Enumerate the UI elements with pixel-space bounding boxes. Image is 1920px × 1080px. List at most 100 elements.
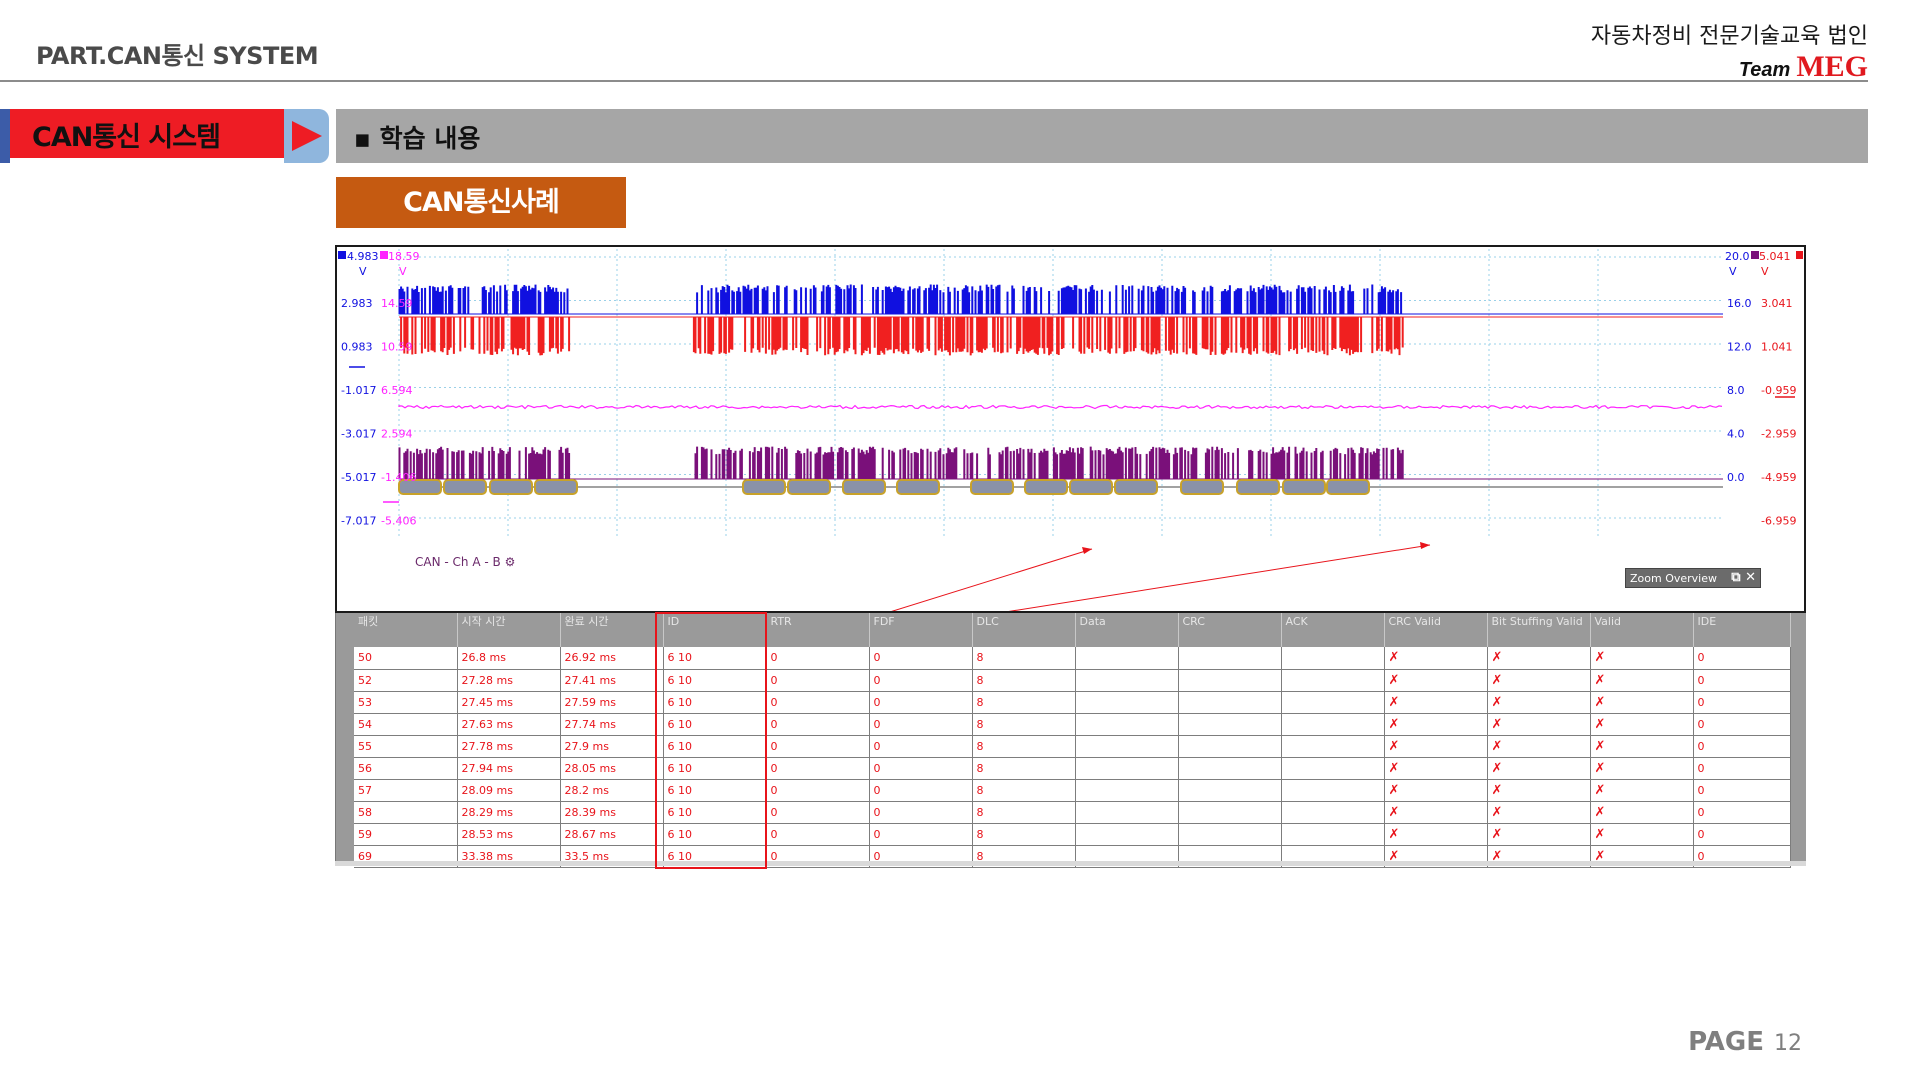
right-axis-b-top: 5.041 [1759,250,1791,263]
table-header-row: 패킷 시작 시간 완료 시간 ID RTR FDF DLC Data CRC ACK CRC Val… [354,613,1791,647]
table-cell: 27.28 ms [457,669,561,692]
column-header[interactable]: FDF [869,613,973,647]
decoded-frame [1236,479,1280,495]
zoom-overview-panel[interactable]: Zoom Overview ⧉ ✕ [1625,568,1761,588]
table-cell [1075,691,1179,714]
oscilloscope-view[interactable]: 4.983 18.59 V V 20.0 5.041 V V 2.983 0.98… [335,245,1806,613]
table-cell: ✗ [1590,647,1694,670]
page-indicator: PAGE 12 [1688,1027,1802,1057]
table-cell [1075,647,1179,670]
table-cell: 0 [1693,669,1791,692]
left-axis-a-tick: -5.017 [341,471,376,484]
table-cell: 6 10 [663,823,767,846]
column-header[interactable]: 완료 시간 [560,613,664,647]
table-scrollbar[interactable] [335,861,1806,866]
part-title: PART.CAN통신 SYSTEM [36,42,319,70]
section-arrow [284,109,329,163]
settings-gear-icon[interactable]: ⚙ [504,555,516,569]
table-cell: ✗ [1487,735,1591,758]
zoom-overview-close-icon[interactable]: ⧉ ✕ [1731,570,1756,585]
packet-table-panel[interactable]: 패킷 시작 시간 완료 시간 ID RTR FDF DLC Data CRC ACK CRC Val… [335,613,1806,868]
table-cell: 26.8 ms [457,647,561,670]
right-axis-b-tick: 1.041 [1761,341,1793,354]
column-header[interactable]: CRC Valid [1384,613,1488,647]
case-subtitle: CAN통신사례 [336,177,626,228]
column-header[interactable]: IDE [1693,613,1791,647]
table-cell [1075,801,1179,824]
table-cell: 8 [972,669,1076,692]
page-number: 12 [1774,1031,1802,1056]
table-cell: 6 10 [663,735,767,758]
column-header[interactable]: 패킷 [354,613,458,647]
table-row[interactable]: 52 27.28 ms 27.41 ms 6 10 0 0 8 ✗ ✗ ✗ 0 [354,669,1791,692]
decoded-frame [398,479,442,495]
decoded-frame [1069,479,1113,495]
decoded-frame [1180,479,1224,495]
table-cell: 6 10 [663,691,767,714]
right-unit-a: V [1729,265,1737,278]
team-logo: Team MEG [1739,50,1868,84]
left-axis-a-top: 4.983 [347,250,379,263]
decoded-frame [534,479,578,495]
column-header[interactable]: 시작 시간 [457,613,561,647]
table-cell: 8 [972,779,1076,802]
column-header[interactable]: Bit Stuffing Valid [1487,613,1591,647]
table-cell [1075,823,1179,846]
table-cell: 26.92 ms [560,647,664,670]
decoded-frame [970,479,1014,495]
section-title: CAN통신 시스템 [10,109,284,158]
table-cell: 8 [972,735,1076,758]
table-cell: 0 [869,669,973,692]
channel-b-marker [380,251,388,259]
table-row[interactable]: 58 28.29 ms 28.39 ms 6 10 0 0 8 ✗ ✗ ✗ 0 [354,801,1791,824]
table-cell: ✗ [1487,691,1591,714]
table-cell: 27.59 ms [560,691,664,714]
left-axis-a-tick: 0.983 [341,341,373,354]
table-cell: 0 [766,757,870,780]
table-row[interactable]: 55 27.78 ms 27.9 ms 6 10 0 0 8 ✗ ✗ ✗ 0 [354,735,1791,758]
table-cell: ✗ [1590,713,1694,736]
table-cell: 8 [972,801,1076,824]
table-cell [1178,669,1282,692]
topic-title: ▪ 학습 내용 [354,124,481,153]
table-cell: 27.74 ms [560,713,664,736]
can-high-waveform [398,284,1723,315]
table-cell: 0 [869,647,973,670]
can-low-waveform [399,316,1723,356]
table-cell: 0 [869,801,973,824]
table-row[interactable]: 57 28.09 ms 28.2 ms 6 10 0 0 8 ✗ ✗ ✗ 0 [354,779,1791,802]
table-cell: 0 [869,823,973,846]
table-cell: 0 [766,713,870,736]
table-cell: 0 [869,691,973,714]
table-cell: 8 [972,691,1076,714]
annotation-line-1 [891,548,1093,611]
table-row[interactable]: 56 27.94 ms 28.05 ms 6 10 0 0 8 ✗ ✗ ✗ 0 [354,757,1791,780]
table-cell: 0 [1693,757,1791,780]
table-row[interactable]: 59 28.53 ms 28.67 ms 6 10 0 0 8 ✗ ✗ ✗ 0 [354,823,1791,846]
decoded-frame [842,479,886,495]
column-header[interactable]: Data [1075,613,1179,647]
team-brand: MEG [1796,50,1868,83]
table-cell [1281,757,1385,780]
table-row[interactable]: 54 27.63 ms 27.74 ms 6 10 0 0 8 ✗ ✗ ✗ 0 [354,713,1791,736]
table-cell [1281,713,1385,736]
column-header[interactable]: DLC [972,613,1076,647]
column-header[interactable]: Valid [1590,613,1694,647]
table-cell: 6 10 [663,757,767,780]
column-header[interactable]: ID [663,613,767,647]
table-cell [1281,779,1385,802]
table-cell [1075,713,1179,736]
column-header[interactable]: ACK [1281,613,1385,647]
oscilloscope-canvas[interactable]: 4.983 18.59 V V 20.0 5.041 V V 2.983 0.98… [337,247,1804,611]
column-header[interactable]: RTR [766,613,870,647]
table-cell: ✗ [1590,669,1694,692]
table-cell: 0 [1693,779,1791,802]
table-cell [1281,691,1385,714]
table-cell [1178,647,1282,670]
column-header[interactable]: CRC [1178,613,1282,647]
left-axis-a-tick: 2.983 [341,297,373,310]
table-row[interactable]: 53 27.45 ms 27.59 ms 6 10 0 0 8 ✗ ✗ ✗ 0 [354,691,1791,714]
table-cell [1281,823,1385,846]
decoded-frame [742,479,786,495]
table-row[interactable]: 50 26.8 ms 26.92 ms 6 10 0 0 8 ✗ ✗ ✗ 0 [354,647,1791,670]
